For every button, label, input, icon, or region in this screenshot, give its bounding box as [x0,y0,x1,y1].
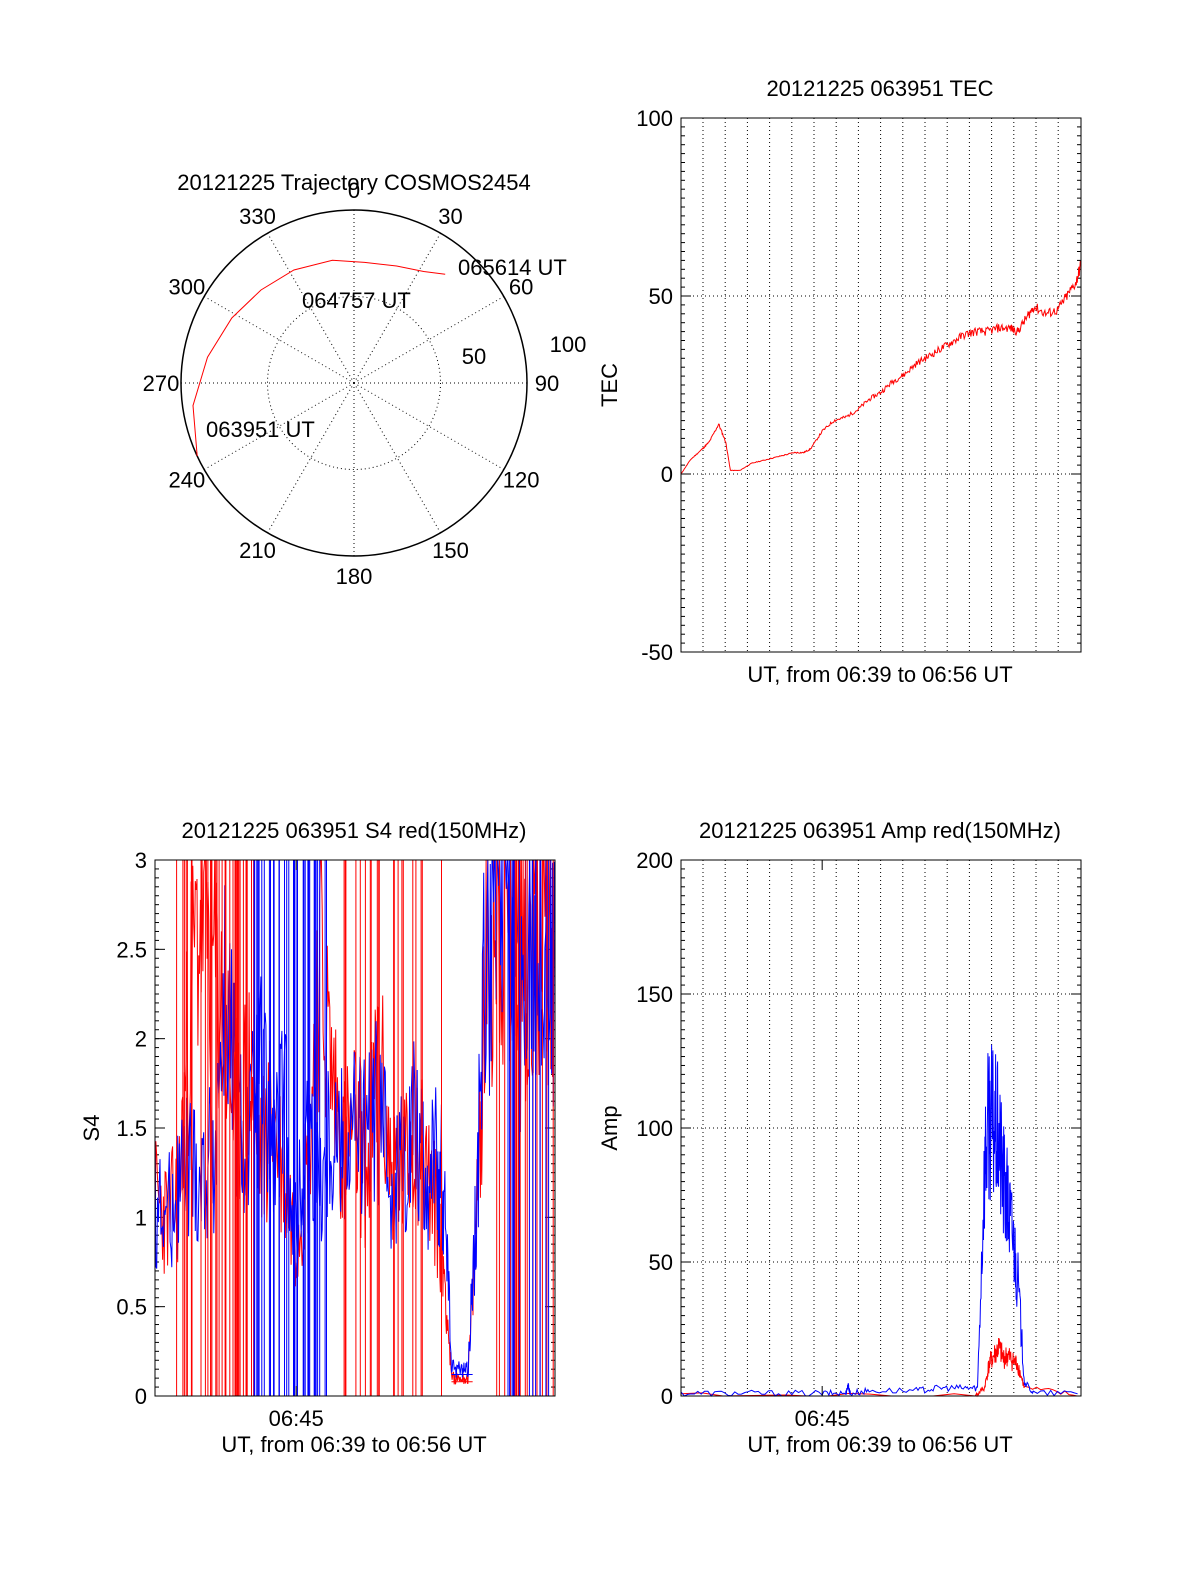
polar-spoke-300 [203,296,355,384]
angle-label-30: 30 [438,204,462,229]
y-tick-label: 3 [135,848,147,873]
y-tick-label: 1.5 [116,1116,147,1141]
tec-series [680,260,1082,475]
y-tick-label: 0.5 [116,1295,147,1320]
amp-plot-frame [680,859,1082,1397]
x-tick-label: 06:45 [269,1406,324,1431]
amp-title: 20121225 063951 Amp red(150MHz) [699,818,1061,843]
s4-y-label: S4 [79,1115,104,1142]
angle-label-150: 150 [432,538,469,563]
s4-x-label: UT, from 06:39 to 06:56 UT [221,1432,486,1457]
amp-y-ticks: 0 50 100 150 200 [636,848,1081,1409]
trajectory-path [192,259,446,457]
angle-label-60: 60 [509,275,533,300]
radial-label-100: 100 [550,332,587,357]
series-line-1 [680,1044,1078,1397]
y-tick-label: 100 [636,1116,673,1141]
tec-y-ticks: -50 0 50 100 [636,106,1081,665]
tec-panel: 20121225 063951 TEC -50 0 50 100 UT, from 0… [597,76,1082,687]
trajectory-polar-panel: 20121225 Trajectory COSMOS2454 0 30 60 90 12… [143,170,587,589]
s4-panel: 20121225 063951 S4 red(150MHz) 0 0.5 1 1.5 2… [79,818,556,1457]
angle-label-120: 120 [503,468,540,493]
amp-panel: 20121225 063951 Amp red(150MHz) 0 50 100 15… [597,818,1082,1457]
polar-spoke-330 [267,232,355,384]
series-line-0 [680,1337,1078,1398]
polar-spoke-150 [353,382,441,534]
polar-angle-labels: 0 30 60 90 120 150 180 210 240 270 300 330 [143,178,560,589]
radial-label-50: 50 [462,344,486,369]
s4-title: 20121225 063951 S4 red(150MHz) [182,818,527,843]
trajectory-title: 20121225 Trajectory COSMOS2454 [177,170,530,195]
polar-ring-50 [267,296,441,470]
polar-spoke-30 [353,232,441,384]
y-tick-label: 50 [649,1250,673,1275]
angle-label-210: 210 [239,538,276,563]
amp-grid [681,860,1081,1396]
tec-x-label: UT, from 06:39 to 06:56 UT [747,662,1012,687]
tec-plot-frame [680,117,1082,653]
amp-y-label: Amp [597,1105,622,1150]
polar-spoke-120 [353,382,505,470]
angle-label-90: 90 [535,371,559,396]
y-tick-label: 0 [661,462,673,487]
y-tick-label: 50 [649,284,673,309]
y-tick-label: 0 [135,1384,147,1409]
polar-spoke-210 [267,382,355,534]
polar-spoke-240 [203,382,355,470]
polar-spoke-60 [353,296,505,384]
angle-label-180: 180 [336,564,373,589]
angle-label-270: 270 [143,371,180,396]
tec-y-label: TEC [597,363,622,407]
angle-label-300: 300 [168,275,205,300]
angle-label-330: 330 [239,204,276,229]
annotation-064757: 064757 UT [302,288,411,313]
polar-grid [180,209,528,557]
y-tick-label: 1 [135,1205,147,1230]
y-tick-label: 2.5 [116,937,147,962]
s4-series [154,859,555,1396]
angle-label-240: 240 [168,468,205,493]
tec-title: 20121225 063951 TEC [766,76,993,101]
amp-x-label: UT, from 06:39 to 06:56 UT [747,1432,1012,1457]
s4-x-ticks: 06:45 [269,860,324,1431]
annotation-065614: 065614 UT [458,255,567,280]
y-tick-label: 100 [636,106,673,131]
x-tick-label: 06:45 [795,1406,850,1431]
y-tick-label: -50 [641,640,673,665]
y-tick-label: 200 [636,848,673,873]
series-line-0 [680,260,1082,475]
tec-grid [681,118,1081,652]
angle-label-0: 0 [348,178,360,203]
s4-plot-frame [154,859,556,1397]
y-tick-label: 2 [135,1027,147,1052]
y-tick-label: 0 [661,1384,673,1409]
amp-series [680,1044,1078,1398]
amp-x-ticks: 06:45 [795,860,850,1431]
annotation-063951: 063951 UT [206,417,315,442]
y-tick-label: 150 [636,982,673,1007]
